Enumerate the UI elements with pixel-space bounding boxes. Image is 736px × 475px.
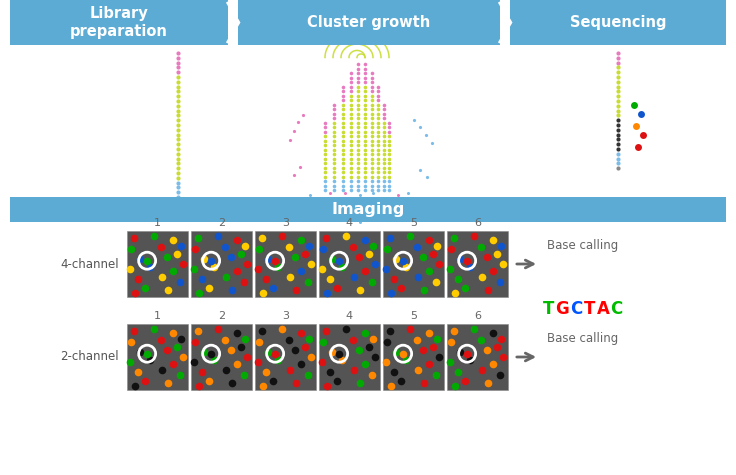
Text: Imaging: Imaging	[331, 202, 405, 217]
Bar	[191, 231, 252, 297]
Bar	[447, 324, 508, 390]
Bar	[255, 324, 316, 390]
Bar	[127, 324, 188, 390]
Bar	[10, 197, 726, 222]
Bar	[127, 231, 188, 297]
Text: C: C	[610, 207, 623, 225]
Text: DNA (< 1 μg): DNA (< 1 μg)	[123, 210, 197, 220]
Text: Sequencing: Sequencing	[570, 15, 666, 30]
Bar	[255, 231, 316, 297]
Bar	[10, 0, 228, 45]
Text: 6: 6	[474, 311, 481, 321]
Text: T: T	[543, 300, 555, 318]
Bar	[383, 324, 444, 390]
Bar	[319, 324, 380, 390]
Bar	[191, 324, 252, 390]
Text: Base calling: Base calling	[547, 332, 618, 345]
Bar	[383, 231, 444, 297]
Text: A: A	[597, 300, 609, 318]
Text: 2: 2	[218, 218, 225, 228]
Text: Base calling: Base calling	[547, 239, 618, 252]
Text: 6: 6	[474, 218, 481, 228]
Text: 4: 4	[346, 311, 353, 321]
Text: 4-channel: 4-channel	[60, 257, 119, 270]
Text: T: T	[584, 207, 595, 225]
Text: G: G	[556, 300, 570, 318]
Text: T: T	[584, 300, 595, 318]
Text: Cluster growth: Cluster growth	[308, 15, 431, 30]
Text: 4: 4	[346, 218, 353, 228]
Text: 1: 1	[154, 218, 161, 228]
Text: 3: 3	[282, 218, 289, 228]
Text: C: C	[610, 300, 623, 318]
Text: 5: 5	[410, 311, 417, 321]
Text: A: A	[597, 207, 609, 225]
Text: T: T	[543, 207, 555, 225]
Text: Library
preparation: Library preparation	[70, 6, 168, 39]
Text: G: G	[556, 207, 570, 225]
Text: 1: 1	[154, 311, 161, 321]
Text: 2-channel: 2-channel	[60, 351, 119, 363]
Bar	[238, 0, 500, 45]
Text: 5: 5	[410, 218, 417, 228]
Text: C: C	[570, 207, 582, 225]
Bar	[319, 231, 380, 297]
Bar	[447, 231, 508, 297]
Text: C: C	[570, 300, 582, 318]
Text: 3: 3	[282, 311, 289, 321]
Text: 2: 2	[218, 311, 225, 321]
Bar	[510, 0, 726, 45]
